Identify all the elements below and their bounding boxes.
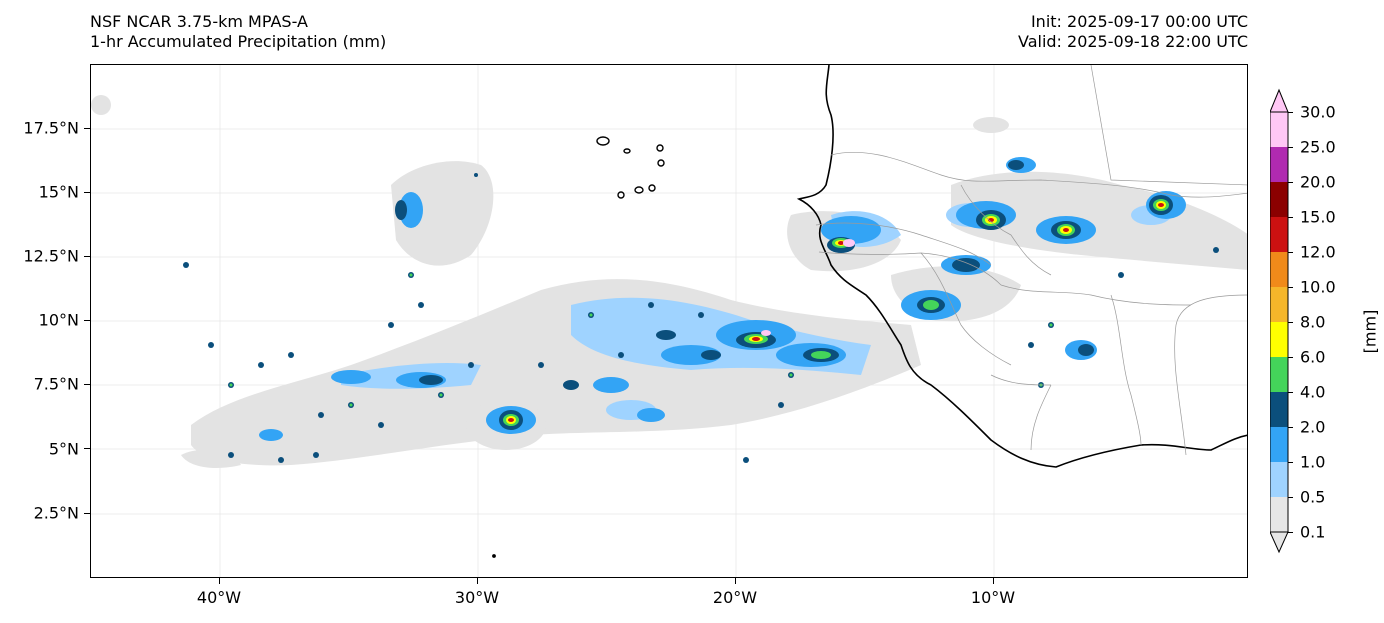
title-block-left: NSF NCAR 3.75-km MPAS-A 1-hr Accumulated… (90, 12, 386, 52)
colorbar-tick (1288, 147, 1293, 148)
colorbar-tick (1288, 287, 1293, 288)
colorbar-max-extend (1270, 88, 1289, 113)
colorbar-level-label: 0.1 (1300, 522, 1326, 542)
colorbar-level-label: 0.5 (1300, 487, 1326, 507)
colorbar-segment (1270, 217, 1288, 252)
colorbar-segment (1270, 252, 1288, 287)
y-tick (84, 256, 90, 257)
precip-15mm-cells (508, 203, 1164, 422)
field-title: 1-hr Accumulated Precipitation (mm) (90, 32, 387, 51)
lon-label-30w: 30°W (454, 588, 500, 607)
y-tick (84, 513, 90, 514)
y-tick (84, 448, 90, 449)
colorbar-level-label: 4.0 (1300, 382, 1326, 402)
y-tick (84, 128, 90, 129)
colorbar-level-label: 20.0 (1300, 172, 1336, 192)
precip-scattered-green (229, 273, 1053, 407)
lat-label-7-5: 7.5°N (33, 374, 79, 394)
colorbar-level-label: 6.0 (1300, 347, 1326, 367)
lon-label-40w: 40°W (196, 588, 242, 607)
lat-label-15: 15°N (38, 182, 79, 202)
colorbar-segment (1270, 392, 1288, 427)
x-tick (219, 578, 220, 584)
colorbar-tick (1288, 252, 1293, 253)
y-tick (84, 384, 90, 385)
colorbar-tick (1288, 532, 1293, 533)
colorbar-level-label: 12.0 (1300, 242, 1336, 262)
x-tick (993, 578, 994, 584)
lat-label-2-5: 2.5°N (33, 503, 79, 523)
lon-label-20w: 20°W (712, 588, 758, 607)
colorbar-level-label: 30.0 (1300, 102, 1336, 122)
colorbar-level-label: 15.0 (1300, 207, 1336, 227)
colorbar-segment (1270, 287, 1288, 322)
precip-light-area (91, 95, 1247, 468)
colorbar-tick (1288, 182, 1293, 183)
colorbar-tick (1288, 392, 1293, 393)
precipitation-map (91, 65, 1247, 577)
map-panel (90, 64, 1248, 578)
lat-label-12-5: 12.5°N (23, 246, 79, 266)
colorbar-level-label: 25.0 (1300, 137, 1336, 157)
colorbar-min-extend (1270, 531, 1289, 554)
colorbar-segment (1270, 427, 1288, 462)
title-block-right: Init: 2025-09-17 00:00 UTC Valid: 2025-0… (1018, 12, 1248, 52)
colorbar (1270, 88, 1289, 554)
colorbar-level-label: 8.0 (1300, 312, 1326, 332)
colorbar-segment (1270, 357, 1288, 392)
colorbar-tick (1288, 112, 1293, 113)
precip-30mm-cells (761, 239, 855, 336)
colorbar-segment (1270, 462, 1288, 497)
x-tick (735, 578, 736, 584)
colorbar-segment (1270, 322, 1288, 357)
model-title: NSF NCAR 3.75-km MPAS-A (90, 12, 308, 31)
colorbar-unit: [mm] (1360, 309, 1380, 354)
lat-label-10: 10°N (38, 310, 79, 330)
colorbar-segment (1270, 497, 1288, 532)
cape-verde-islands (492, 136, 665, 558)
y-tick (84, 320, 90, 321)
colorbar-tick (1288, 357, 1293, 358)
colorbar-tick (1288, 427, 1293, 428)
country-borders (815, 65, 1247, 456)
lat-label-5: 5°N (48, 439, 79, 459)
colorbar-level-label: 10.0 (1300, 277, 1336, 297)
colorbar-segment (1270, 182, 1288, 217)
lat-label-17-5: 17.5°N (23, 118, 79, 138)
colorbar-tick (1288, 217, 1293, 218)
colorbar-tick (1288, 497, 1293, 498)
colorbar-tick (1288, 462, 1293, 463)
colorbar-tick (1288, 322, 1293, 323)
valid-time: Valid: 2025-09-18 22:00 UTC (1017, 32, 1248, 51)
colorbar-level-label: 1.0 (1300, 452, 1326, 472)
colorbar-segment (1270, 147, 1288, 182)
coastline (796, 65, 1247, 468)
colorbar-segments (1270, 112, 1288, 532)
x-tick (477, 578, 478, 584)
init-time: Init: 2025-09-17 00:00 UTC (1030, 12, 1248, 31)
colorbar-level-label: 2.0 (1300, 417, 1326, 437)
colorbar-segment (1270, 112, 1288, 147)
lon-label-10w: 10°W (970, 588, 1016, 607)
y-tick (84, 192, 90, 193)
